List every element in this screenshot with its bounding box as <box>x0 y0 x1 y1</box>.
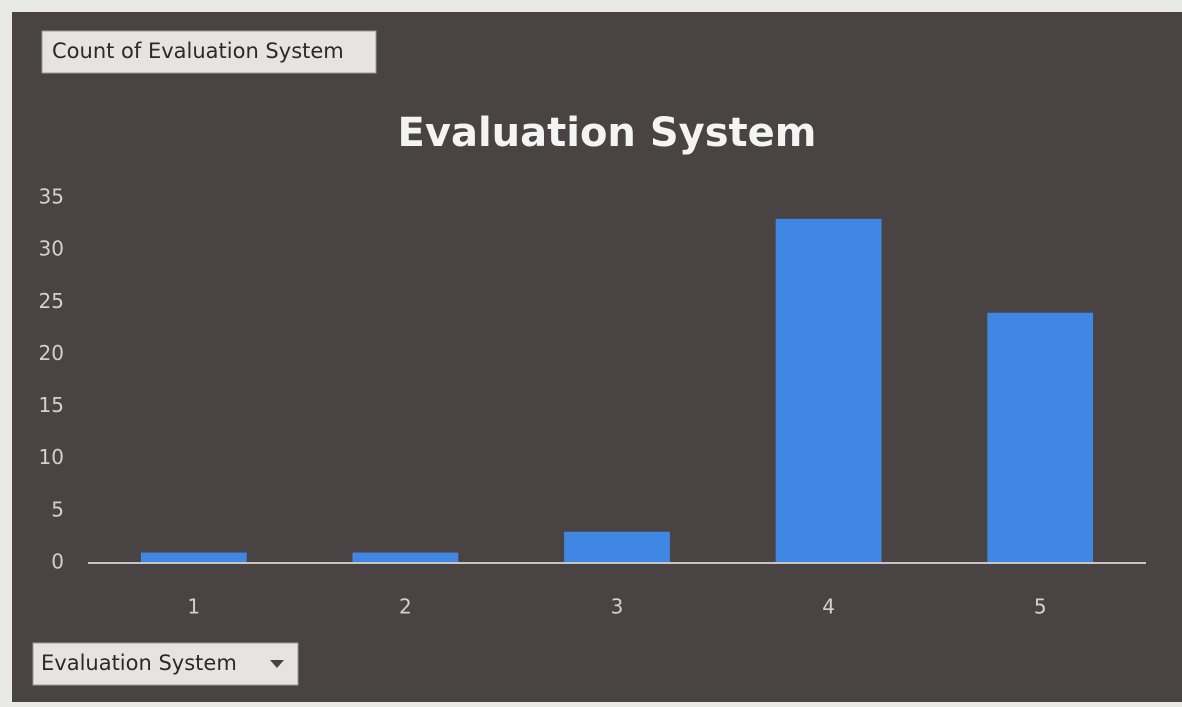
y-tick-label: 35 <box>39 185 64 209</box>
x-tick-label: 3 <box>611 595 624 619</box>
y-tick-label: 30 <box>39 237 64 261</box>
x-tick-label: 1 <box>187 595 200 619</box>
value-field-label: Count of Evaluation System <box>52 39 344 63</box>
axis-field-label: Evaluation System <box>41 651 237 675</box>
x-tick-label: 5 <box>1034 595 1047 619</box>
page: Count of Evaluation System Evaluation Sy… <box>0 0 1182 707</box>
y-tick-label: 10 <box>39 445 64 469</box>
bar <box>987 313 1093 563</box>
chart-title: Evaluation System <box>398 110 817 156</box>
bar <box>141 553 247 563</box>
y-tick-label: 15 <box>39 393 64 417</box>
bar <box>564 532 670 563</box>
chart: Count of Evaluation System Evaluation Sy… <box>0 0 1182 707</box>
y-tick-label: 25 <box>39 289 64 313</box>
y-tick-label: 20 <box>39 341 64 365</box>
y-tick-label: 0 <box>51 550 64 574</box>
x-tick-label: 4 <box>822 595 835 619</box>
bar <box>776 219 882 563</box>
x-tick-label: 2 <box>399 595 412 619</box>
y-tick-label: 5 <box>51 497 64 521</box>
bar <box>353 553 459 563</box>
